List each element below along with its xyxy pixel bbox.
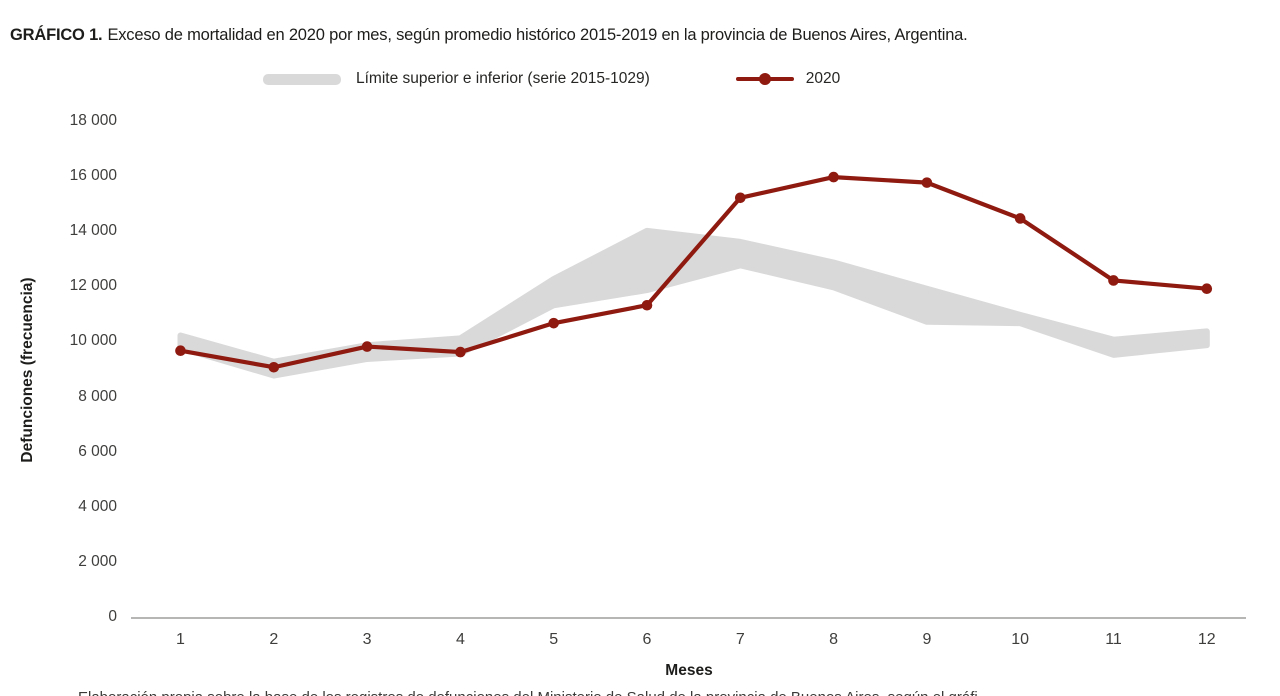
series-2020-marker xyxy=(175,345,186,357)
band-swatch-icon xyxy=(263,73,341,85)
chart-title-text: Exceso de mortalidad en 2020 por mes, se… xyxy=(107,26,968,44)
chart-title-prefix: GRÁFICO 1. xyxy=(10,26,103,44)
line-swatch-icon xyxy=(735,73,794,85)
series-2020-marker xyxy=(1014,213,1026,224)
cropped-footer-text: Elaboración propia sobre la base de los … xyxy=(78,688,1240,696)
legend-item-band: Límite superior e inferior (serie 2015-1… xyxy=(263,70,650,88)
series-2020-marker xyxy=(268,361,280,373)
chart-title: GRÁFICO 1. Exceso de mortalidad en 2020 p… xyxy=(10,26,968,45)
legend-item-2020: 2020 xyxy=(735,70,841,88)
legend-2020-label: 2020 xyxy=(805,70,841,87)
series-2020-marker xyxy=(1201,283,1213,295)
series-2020-marker xyxy=(828,171,839,183)
series-2020-marker xyxy=(921,177,933,188)
series-2020-marker xyxy=(548,317,559,329)
series-2020-marker xyxy=(735,192,746,204)
line-swatch-dot-icon xyxy=(758,73,771,85)
series-2020-marker xyxy=(361,341,373,352)
x-axis-title: Meses xyxy=(665,662,713,679)
legend-band-label: Límite superior e inferior (serie 2015-1… xyxy=(356,70,650,87)
series-2020-marker xyxy=(1108,275,1119,286)
series-2020-marker xyxy=(641,299,653,311)
series-2020-line xyxy=(178,175,1209,370)
legend: Límite superior e inferior (serie 2015-1… xyxy=(263,70,840,88)
series-2020-marker xyxy=(455,346,466,358)
